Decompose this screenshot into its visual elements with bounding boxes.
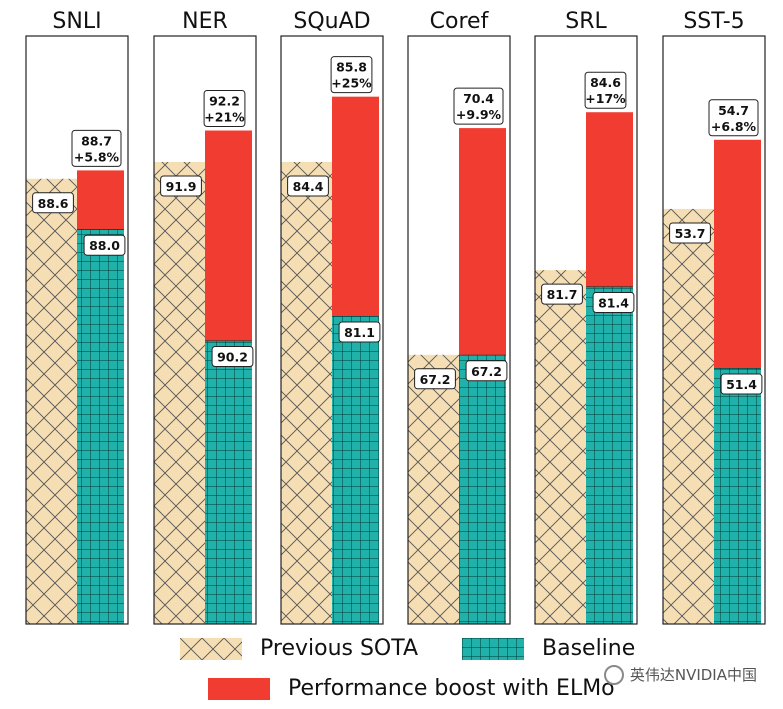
- svg-text:91.9: 91.9: [166, 179, 197, 194]
- panel-coref: Coref 67.2 67.2 70.4+9.9%: [407, 9, 511, 625]
- panel-frame-squad: [280, 35, 384, 625]
- svg-text:88.0: 88.0: [89, 238, 120, 253]
- svg-text:+5.8%: +5.8%: [74, 149, 120, 164]
- svg-text:51.4: 51.4: [726, 377, 757, 392]
- label-previous-ner: 91.9: [160, 175, 202, 197]
- legend-swatch-elmo: [208, 677, 270, 700]
- svg-text:81.7: 81.7: [547, 287, 578, 302]
- label-baseline-snli: 88.0: [83, 234, 126, 256]
- legend-label-elmo: Performance boost with ELMo: [288, 676, 615, 701]
- bar-previous-snli: [26, 178, 79, 625]
- svg-text:53.7: 53.7: [675, 226, 706, 241]
- label-elmo-srl: 84.6+17%: [584, 71, 627, 109]
- panel-ner: NER 91.9 90.2 92.2+21%: [153, 9, 257, 625]
- label-baseline-sst-5: 51.4: [720, 373, 763, 395]
- bar-previous-sst-5: [663, 208, 716, 625]
- svg-text:84.6: 84.6: [590, 75, 621, 90]
- svg-text:+25%: +25%: [331, 76, 372, 91]
- label-elmo-squad: 85.8+25%: [330, 56, 373, 94]
- svg-text:+6.8%: +6.8%: [711, 119, 757, 134]
- svg-text:67.2: 67.2: [471, 364, 502, 379]
- panel-frame-sst-5: [662, 35, 766, 625]
- bar-previous-ner: [154, 162, 207, 624]
- svg-text:85.8: 85.8: [336, 60, 367, 75]
- panel-title-coref: Coref: [430, 9, 490, 34]
- bar-baseline-squad: [332, 316, 379, 624]
- label-previous-coref: 67.2: [414, 368, 456, 390]
- svg-text:67.2: 67.2: [420, 372, 451, 387]
- legend-item-baseline: Baseline: [462, 636, 635, 661]
- svg-text:88.7: 88.7: [81, 133, 112, 148]
- panel-frame-coref: [407, 35, 511, 625]
- bar-baseline-ner: [205, 340, 252, 624]
- bar-elmo-squad: [332, 96, 379, 317]
- label-baseline-ner: 90.2: [211, 346, 254, 367]
- legend-label-baseline: Baseline: [542, 636, 636, 661]
- svg-text:+21%: +21%: [204, 110, 245, 125]
- panel-frame-snli: [25, 35, 129, 625]
- label-elmo-snli: 88.7+5.8%: [71, 129, 122, 167]
- bar-baseline-sst-5: [714, 368, 761, 624]
- panel-squad: SQuAD 84.4 81.1 85.8+25%: [280, 9, 384, 625]
- label-baseline-coref: 67.2: [465, 360, 508, 382]
- watermark-text: 英伟达NVIDIA中国: [629, 666, 757, 684]
- bar-elmo-snli: [77, 170, 124, 230]
- bar-elmo-srl: [586, 112, 633, 287]
- label-elmo-coref: 70.4+9.9%: [453, 87, 504, 125]
- label-baseline-srl: 81.4: [592, 291, 635, 313]
- bar-elmo-sst-5: [714, 139, 761, 369]
- panel-srl: SRL 81.7 81.4 84.6+17%: [534, 9, 638, 625]
- label-elmo-ner: 92.2+21%: [203, 90, 246, 127]
- svg-text:+17%: +17%: [585, 91, 626, 106]
- svg-text:54.7: 54.7: [718, 103, 749, 118]
- svg-text:70.4: 70.4: [463, 91, 494, 106]
- legend-item-elmo: Performance boost with ELMo: [208, 676, 615, 701]
- label-previous-sst-5: 53.7: [669, 222, 711, 244]
- panel-title-squad: SQuAD: [293, 9, 370, 34]
- label-previous-snli: 88.6: [32, 192, 74, 214]
- panel-sst-5: SST-5 53.7 51.4 54.7+6.8%: [662, 9, 766, 625]
- bar-previous-coref: [408, 354, 461, 624]
- svg-text:88.6: 88.6: [38, 196, 69, 211]
- svg-text:81.1: 81.1: [344, 325, 375, 340]
- panel-frame-srl: [534, 35, 638, 625]
- legend-swatch-previous: [180, 637, 242, 660]
- panel-title-snli: SNLI: [52, 9, 101, 34]
- legend-label-previous: Previous SOTA: [260, 636, 419, 661]
- svg-text:81.4: 81.4: [598, 295, 629, 310]
- wechat-icon: [603, 664, 624, 685]
- panel-title-ner: NER: [182, 9, 228, 34]
- label-elmo-sst-5: 54.7+6.8%: [708, 99, 759, 137]
- svg-text:84.4: 84.4: [293, 179, 324, 194]
- bar-elmo-coref: [459, 128, 506, 355]
- panel-title-sst-5: SST-5: [683, 9, 744, 34]
- label-previous-squad: 84.4: [287, 175, 329, 197]
- legend-swatch-baseline: [462, 637, 524, 660]
- watermark: 英伟达NVIDIA中国: [603, 664, 757, 685]
- panel-frame-ner: [153, 35, 257, 625]
- bar-baseline-coref: [459, 354, 506, 624]
- label-baseline-squad: 81.1: [338, 321, 381, 343]
- label-previous-srl: 81.7: [541, 283, 583, 305]
- bar-previous-srl: [535, 270, 588, 624]
- legend-item-previous: Previous SOTA: [180, 636, 418, 661]
- svg-text:90.2: 90.2: [217, 350, 248, 365]
- bar-baseline-srl: [586, 286, 633, 624]
- bar-elmo-ner: [205, 130, 252, 341]
- bar-baseline-snli: [77, 229, 124, 624]
- bar-previous-squad: [281, 162, 334, 624]
- panel-title-srl: SRL: [565, 9, 607, 34]
- svg-text:+9.9%: +9.9%: [456, 107, 502, 122]
- svg-text:92.2: 92.2: [209, 94, 240, 109]
- panel-snli: SNLI 88.6 88.0 88.7+5.8%: [25, 9, 129, 625]
